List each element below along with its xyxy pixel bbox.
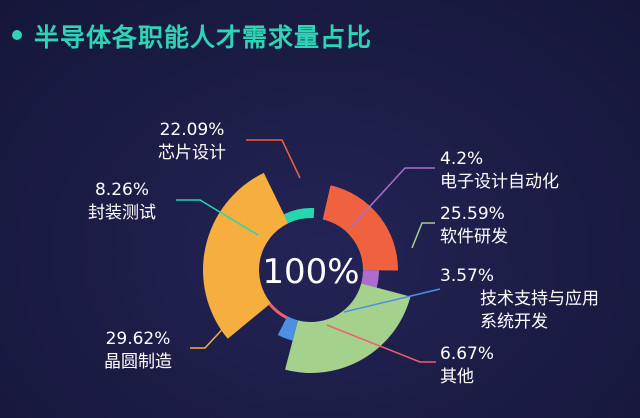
data-label: 29.62% xyxy=(106,329,171,349)
data-label: 6.67% xyxy=(440,344,494,364)
category-label: 系统开发 xyxy=(480,312,548,332)
pie-slice xyxy=(269,303,288,319)
leader-line xyxy=(246,140,300,178)
data-label: 4.2% xyxy=(440,149,483,169)
leader-line xyxy=(412,223,435,248)
category-label: 芯片设计 xyxy=(158,143,226,163)
data-label: 8.26% xyxy=(95,180,149,200)
category-label: 技术支持与应用 xyxy=(480,289,599,309)
data-label: 22.09% xyxy=(160,120,225,140)
category-label: 其他 xyxy=(440,367,474,387)
category-label: 晶圆制造 xyxy=(104,352,172,372)
category-label: 封装测试 xyxy=(88,203,156,223)
center-label: 100% xyxy=(262,252,359,292)
pie-slice xyxy=(285,283,410,373)
category-label: 电子设计自动化 xyxy=(440,172,559,192)
category-label: 软件研发 xyxy=(440,227,508,247)
data-label: 3.57% xyxy=(440,266,494,286)
pie-slice xyxy=(284,208,314,223)
data-label: 25.59% xyxy=(440,204,505,224)
